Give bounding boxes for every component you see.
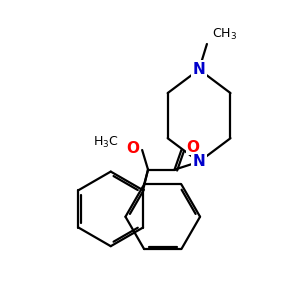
Text: H$_3$C: H$_3$C bbox=[93, 135, 118, 150]
Text: CH$_3$: CH$_3$ bbox=[212, 27, 237, 42]
Text: N: N bbox=[193, 62, 206, 77]
Text: O: O bbox=[186, 140, 199, 154]
Text: N: N bbox=[193, 154, 206, 169]
Text: O: O bbox=[126, 140, 139, 155]
